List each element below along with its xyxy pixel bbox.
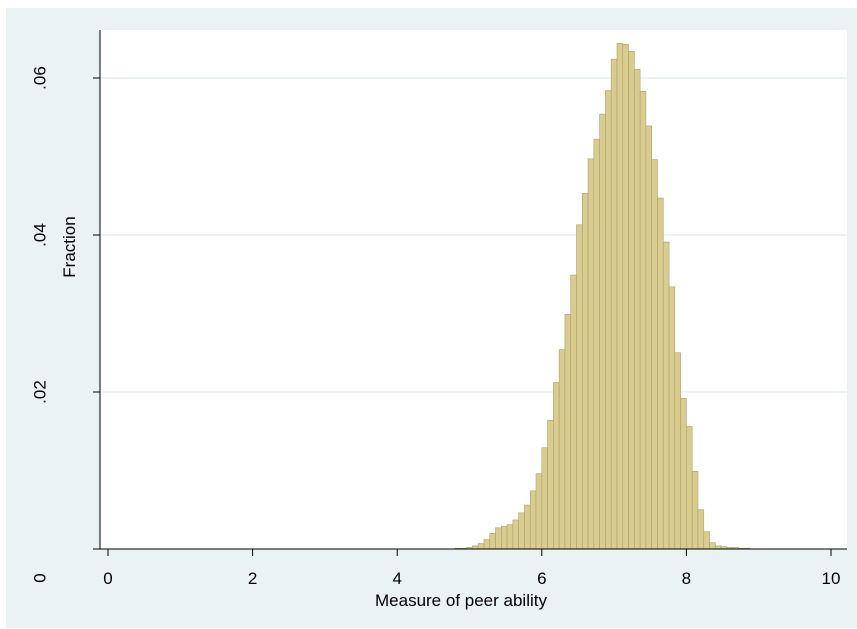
y-axis-title: Fraction: [60, 216, 79, 277]
histogram-bar: [512, 519, 519, 550]
x-tick-label: 4: [392, 569, 401, 588]
histogram-bar: [651, 159, 658, 550]
y-tick-label: .04: [30, 223, 49, 247]
histogram-bar: [605, 90, 612, 550]
histogram-bar: [587, 158, 595, 550]
histogram-bar: [668, 286, 676, 550]
histogram-bar: [628, 51, 635, 550]
histogram-bar: [535, 473, 543, 550]
histogram-bar: [593, 138, 600, 550]
histogram-bar: [495, 527, 502, 550]
x-axis-title: Measure of peer ability: [375, 591, 547, 610]
x-tick-label: 8: [682, 569, 691, 588]
histogram-bar: [501, 525, 508, 550]
histogram-bars: [454, 43, 751, 550]
histogram-bar: [483, 539, 491, 550]
histogram-bar: [691, 470, 699, 550]
histogram-bar: [634, 69, 641, 550]
x-axis-ticks: 0 2 4 6 8 10: [103, 549, 840, 588]
plot-region: [100, 30, 847, 549]
histogram-bar: [581, 193, 589, 550]
histogram-bar: [639, 91, 647, 550]
histogram-bar: [576, 224, 583, 550]
histogram-bar: [622, 43, 629, 550]
y-tick-label: 0: [30, 573, 49, 582]
histogram-bar: [610, 58, 618, 550]
histogram-bar: [662, 241, 670, 550]
y-axis-ticks: 0 .02 .04 .06: [30, 66, 100, 583]
histogram-bar: [541, 447, 548, 550]
histogram-bar: [524, 504, 531, 550]
histogram-bar: [686, 426, 693, 550]
histogram-bar: [558, 349, 566, 550]
histogram-bar: [674, 352, 681, 550]
histogram-bar: [518, 512, 525, 550]
histogram-bar: [570, 274, 577, 550]
x-tick-label: 2: [248, 569, 257, 588]
x-tick-label: 0: [103, 569, 112, 588]
grid-lines: [100, 77, 847, 393]
histogram-bar: [477, 543, 485, 550]
histogram-bar: [616, 43, 624, 550]
histogram-bar: [703, 531, 710, 550]
histogram-bar: [680, 397, 687, 550]
histogram-bar: [564, 313, 572, 550]
histogram-bar: [599, 113, 606, 550]
histogram-bar: [709, 542, 716, 550]
y-tick-label: .02: [30, 380, 49, 404]
histogram-bar: [553, 382, 560, 550]
axes: [99, 30, 847, 550]
y-tick-label: .06: [30, 66, 49, 90]
x-tick-label: 6: [537, 569, 546, 588]
histogram-bar: [489, 532, 496, 550]
histogram-bar: [547, 419, 554, 550]
x-tick-label: 10: [822, 569, 841, 588]
histogram-bar: [506, 524, 514, 550]
histogram-bar: [657, 197, 664, 550]
histogram-bar: [645, 125, 652, 550]
histogram-bar: [529, 490, 537, 550]
histogram-bar: [697, 509, 705, 550]
